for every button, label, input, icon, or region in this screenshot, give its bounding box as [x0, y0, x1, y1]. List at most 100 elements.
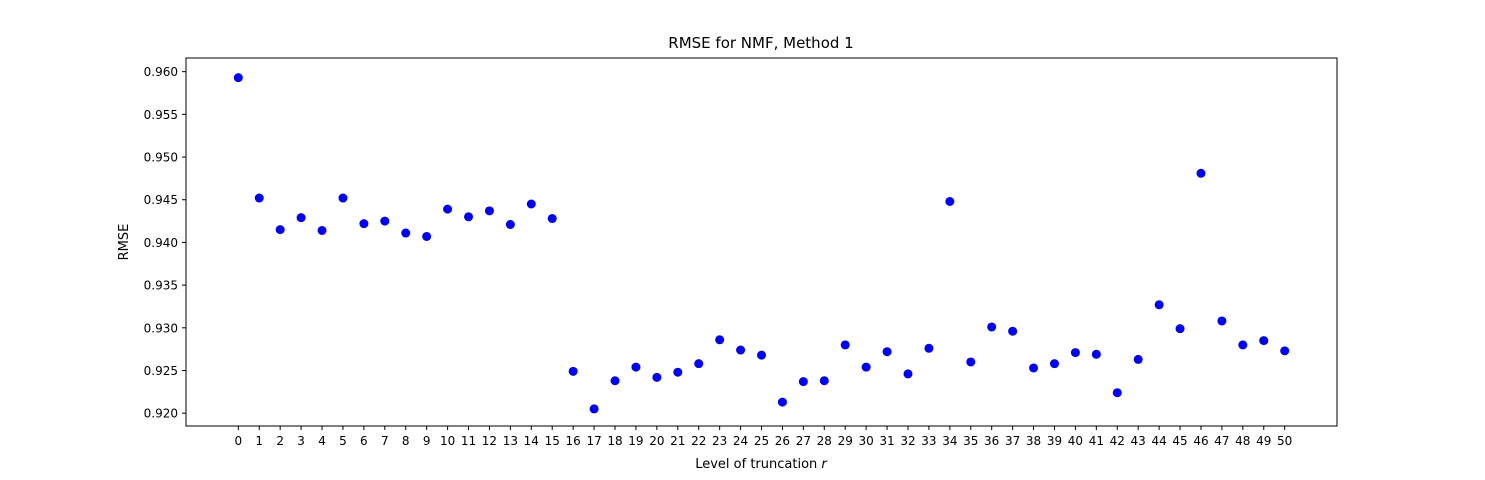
x-tick-label: 22	[691, 434, 706, 448]
y-tick-label: 0.945	[144, 193, 178, 207]
x-tick-label: 0	[234, 434, 242, 448]
data-point	[777, 397, 787, 407]
x-tick-label: 44	[1151, 434, 1166, 448]
data-point	[840, 340, 850, 350]
x-tick-label: 50	[1277, 434, 1292, 448]
x-tick-label: 24	[733, 434, 748, 448]
data-point	[296, 213, 306, 223]
x-tick-label: 23	[712, 434, 727, 448]
data-point	[338, 193, 348, 203]
x-tick-label: 17	[586, 434, 601, 448]
x-tick-label: 7	[381, 434, 389, 448]
data-point	[1049, 359, 1059, 369]
x-tick-label: 5	[339, 434, 347, 448]
plot-area	[185, 57, 1338, 427]
data-point	[1280, 346, 1290, 356]
x-tick-label: 10	[440, 434, 455, 448]
x-tick-label: 34	[942, 434, 957, 448]
y-tick-label: 0.950	[144, 151, 178, 165]
data-point	[1196, 168, 1206, 178]
data-point	[359, 219, 369, 229]
x-axis-label-text: Level of truncation	[695, 457, 821, 472]
x-tick-label: 35	[963, 434, 978, 448]
data-point	[966, 357, 976, 367]
x-tick-label: 33	[921, 434, 936, 448]
data-point	[945, 196, 955, 206]
y-tick-label: 0.930	[144, 321, 178, 335]
x-tick-label: 16	[566, 434, 581, 448]
x-tick-label: 45	[1172, 434, 1187, 448]
data-point	[987, 322, 997, 332]
data-point	[233, 73, 243, 83]
x-tick-label: 21	[670, 434, 685, 448]
x-tick-label: 48	[1235, 434, 1250, 448]
y-axis-label: RMSE	[117, 224, 132, 261]
data-point	[757, 350, 766, 360]
x-tick-label: 47	[1214, 434, 1229, 448]
data-point	[547, 214, 557, 224]
data-point	[819, 376, 829, 386]
data-point	[924, 343, 934, 353]
data-point	[1133, 354, 1143, 364]
data-point	[254, 193, 264, 203]
data-point	[1154, 300, 1164, 310]
data-point	[1175, 324, 1185, 334]
data-point	[652, 372, 662, 382]
y-tick-label: 0.925	[144, 364, 178, 378]
data-point	[736, 345, 746, 355]
x-tick-label: 13	[503, 434, 518, 448]
y-axis: 0.920 0.925 0.930 0.935 0.940 0.945 0.950 0.955…	[144, 65, 186, 421]
data-point	[275, 225, 285, 235]
x-tick-label: 1	[255, 434, 263, 448]
data-point	[673, 367, 683, 377]
data-point	[526, 199, 536, 209]
data-point	[694, 359, 704, 369]
x-axis-label: Level of truncation r	[695, 457, 828, 472]
x-tick-label: 36	[984, 434, 999, 448]
data-point	[1238, 340, 1248, 350]
x-tick-label: 2	[276, 434, 284, 448]
data-point	[422, 231, 432, 241]
data-point	[1259, 336, 1269, 346]
data-point	[317, 225, 327, 235]
y-tick-label: 0.960	[144, 65, 178, 79]
x-tick-label: 19	[628, 434, 643, 448]
data-point	[798, 377, 808, 387]
x-tick-label: 9	[423, 434, 431, 448]
y-tick-label: 0.920	[144, 407, 178, 421]
x-tick-label: 14	[524, 434, 539, 448]
x-axis: 0 1 2 3 4 5 6 7 8 9 10 11 12 13 14 15 16 17 18 19 20 21 22 23 24…	[234, 426, 1292, 448]
x-tick-label: 43	[1131, 434, 1146, 448]
x-tick-label: 18	[607, 434, 622, 448]
x-tick-label: 31	[879, 434, 894, 448]
data-point	[380, 216, 390, 226]
data-point	[631, 362, 641, 372]
x-tick-label: 6	[360, 434, 368, 448]
data-point	[861, 362, 871, 372]
data-point	[568, 366, 578, 376]
x-axis-label-variable: r	[821, 457, 828, 472]
x-tick-label: 25	[754, 434, 769, 448]
data-point	[1029, 363, 1039, 373]
y-tick-label: 0.940	[144, 236, 178, 250]
x-tick-label: 49	[1256, 434, 1271, 448]
y-tick-label: 0.935	[144, 279, 178, 293]
data-point	[1112, 388, 1122, 398]
data-point	[903, 369, 913, 379]
data-point	[1070, 348, 1080, 358]
x-tick-label: 41	[1089, 434, 1104, 448]
x-tick-label: 46	[1193, 434, 1208, 448]
x-tick-label: 32	[900, 434, 915, 448]
x-tick-label: 30	[858, 434, 873, 448]
data-point	[484, 206, 494, 216]
data-point	[505, 219, 515, 229]
x-tick-label: 11	[461, 434, 476, 448]
x-tick-label: 8	[402, 434, 410, 448]
chart-title: RMSE for NMF, Method 1	[668, 34, 853, 52]
x-tick-label: 12	[482, 434, 497, 448]
data-point	[1008, 326, 1018, 336]
x-tick-label: 40	[1068, 434, 1083, 448]
data-point	[401, 228, 411, 238]
data-point	[610, 376, 620, 386]
